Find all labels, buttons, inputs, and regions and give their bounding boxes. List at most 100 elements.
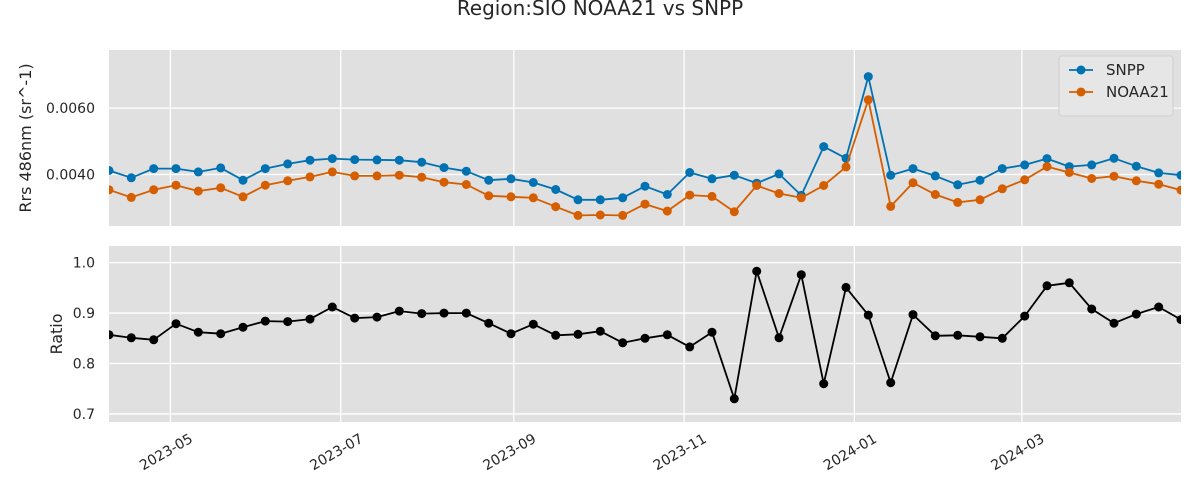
data-point-snpp <box>1176 170 1181 180</box>
data-point-ratio <box>484 318 494 328</box>
data-point-ratio <box>930 331 940 341</box>
data-point-noaa21 <box>1176 185 1181 195</box>
y-tick-label: 0.9 <box>73 306 95 322</box>
data-point-snpp <box>930 171 940 181</box>
data-point-snpp <box>662 190 672 199</box>
data-point-ratio <box>305 314 315 324</box>
data-point-snpp <box>819 142 829 152</box>
data-point-noaa21 <box>1109 171 1119 181</box>
data-point-ratio <box>997 333 1007 343</box>
data-point-snpp <box>260 164 270 174</box>
data-point-ratio <box>863 310 873 320</box>
data-point-snpp <box>1020 160 1030 170</box>
data-point-ratio <box>975 332 985 342</box>
y-axis-label: Rrs 486nm (sr^-1) <box>16 63 35 212</box>
data-point-noaa21 <box>1087 174 1097 183</box>
data-point-noaa21 <box>126 192 136 202</box>
data-point-snpp <box>439 163 449 173</box>
data-point-ratio <box>796 270 806 280</box>
data-point-ratio <box>109 330 114 340</box>
data-point-noaa21 <box>886 201 896 211</box>
data-point-noaa21 <box>1020 175 1030 185</box>
data-point-ratio <box>216 329 226 339</box>
data-point-snpp <box>528 178 538 187</box>
data-point-ratio <box>350 313 360 323</box>
data-point-noaa21 <box>484 191 494 201</box>
data-point-snpp <box>1109 153 1119 163</box>
panel-2: 0.7 0.8 0.9 1.0 Ratio <box>47 246 1181 423</box>
data-point-ratio <box>774 333 784 343</box>
data-point-noaa21 <box>238 192 248 202</box>
data-point-snpp <box>1087 160 1097 170</box>
data-point-snpp <box>729 170 739 180</box>
data-point-noaa21 <box>841 162 851 172</box>
data-point-snpp <box>305 155 315 165</box>
panel-1: 0.0040 0.0060 Rrs 486nm (sr^-1) SNPP NOAA21 <box>16 50 1181 226</box>
plot-background <box>109 50 1181 226</box>
data-point-snpp <box>997 164 1007 174</box>
data-point-snpp <box>1154 168 1164 178</box>
x-tick-label: 2023-05 <box>137 431 196 474</box>
data-point-snpp <box>238 175 248 185</box>
data-point-noaa21 <box>796 193 806 203</box>
data-point-noaa21 <box>417 172 427 182</box>
data-point-ratio <box>595 326 605 336</box>
data-point-ratio <box>417 309 427 319</box>
data-point-ratio <box>1154 302 1164 312</box>
data-point-ratio <box>618 338 628 348</box>
data-point-snpp <box>126 173 136 183</box>
data-point-snpp <box>193 167 203 177</box>
data-point-noaa21 <box>216 183 226 193</box>
data-point-ratio <box>908 310 918 320</box>
data-point-noaa21 <box>863 95 873 105</box>
data-point-snpp <box>1131 161 1141 171</box>
data-point-noaa21 <box>685 190 695 200</box>
data-point-snpp <box>908 164 918 174</box>
data-point-ratio <box>528 319 538 329</box>
data-point-snpp <box>618 193 628 203</box>
data-point-noaa21 <box>908 178 918 188</box>
data-point-snpp <box>350 155 360 165</box>
data-point-snpp <box>707 174 717 184</box>
data-point-snpp <box>506 174 516 184</box>
data-point-noaa21 <box>662 206 672 216</box>
data-point-noaa21 <box>595 210 605 220</box>
data-point-ratio <box>1020 311 1030 321</box>
y-axis-label: Ratio <box>47 313 66 354</box>
x-tick-label: 2023-09 <box>480 431 539 474</box>
data-point-ratio <box>1131 309 1141 319</box>
data-point-noaa21 <box>350 171 360 181</box>
data-point-snpp <box>551 185 561 194</box>
data-point-snpp <box>417 157 427 167</box>
data-point-ratio <box>238 322 248 332</box>
data-point-snpp <box>109 166 114 175</box>
legend-label-noaa21: NOAA21 <box>1106 83 1169 101</box>
data-point-snpp <box>394 155 404 165</box>
data-point-noaa21 <box>372 171 382 181</box>
data-point-snpp <box>595 195 605 205</box>
data-point-snpp <box>640 181 650 191</box>
legend-marker-noaa21 <box>1076 87 1086 97</box>
legend-marker-snpp <box>1076 65 1086 75</box>
data-point-noaa21 <box>551 202 561 212</box>
data-point-noaa21 <box>305 172 315 182</box>
data-point-ratio <box>372 312 382 322</box>
data-point-noaa21 <box>439 177 449 187</box>
data-point-snpp <box>149 164 159 174</box>
y-tick-label: 0.0060 <box>46 101 95 117</box>
data-point-noaa21 <box>819 181 829 190</box>
data-point-snpp <box>171 164 181 174</box>
data-point-noaa21 <box>461 180 471 189</box>
data-point-noaa21 <box>752 181 762 190</box>
legend: SNPP NOAA21 <box>1058 55 1174 117</box>
data-point-ratio <box>662 330 672 340</box>
data-point-ratio <box>953 330 963 340</box>
data-point-noaa21 <box>171 180 181 190</box>
data-point-noaa21 <box>283 176 293 186</box>
data-point-snpp <box>216 163 226 173</box>
data-point-snpp <box>1042 154 1052 164</box>
data-point-ratio <box>193 327 203 337</box>
data-point-snpp <box>886 170 896 180</box>
data-point-ratio <box>439 308 449 318</box>
